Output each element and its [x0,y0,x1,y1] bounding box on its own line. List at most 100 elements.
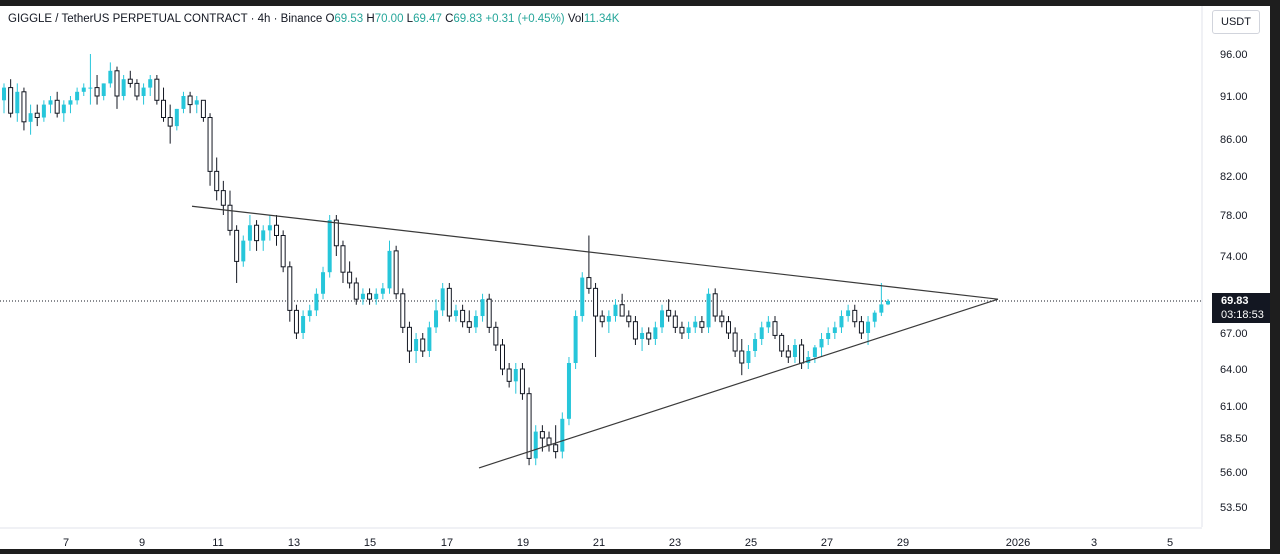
candle [672,310,678,333]
time-tick-label: 2026 [1006,537,1030,549]
candle-body [706,293,711,328]
candle-body [327,220,332,273]
candle-body [858,321,864,334]
candle [307,304,312,322]
time-axis[interactable]: 7 9 11 13 15 17 19 21 23 25 27 29 2026 3 5 [63,537,1173,549]
candle-body [499,344,505,370]
candle-body [460,309,466,323]
candle [826,327,831,345]
candle [28,104,33,135]
current-price-tag: 69.83 03:18:53 [1212,293,1270,323]
candle-body [347,271,353,284]
candle [858,316,864,339]
candle [134,79,140,101]
candle [613,299,618,322]
candle [367,288,373,305]
candle [660,304,665,333]
candle-body [161,99,167,119]
time-tick-label: 23 [669,537,681,549]
candle [812,345,817,363]
candle [387,240,392,294]
candle-body [519,368,525,395]
time-tick-label: 17 [441,537,453,549]
candle-body [101,83,106,96]
candle-body [293,309,299,334]
candle-body [872,312,877,322]
candle-body [301,316,306,333]
candle-body [34,112,40,118]
candle-body [546,437,552,446]
candle [666,299,672,322]
candle [114,66,120,109]
price-tick-label: 53.50 [1220,502,1248,514]
candle-body [660,310,665,328]
candle-body [866,321,871,333]
price-axis[interactable]: 96.00 91.00 86.00 82.00 78.00 74.00 67.00 64.00… [1220,49,1248,514]
currency-selector[interactable]: USDT [1212,10,1260,34]
high-value: 70.00 [374,13,404,25]
candle-body [606,316,611,322]
candle [94,75,100,105]
time-tick-label: 21 [593,537,605,549]
time-tick-label: 15 [364,537,376,549]
trendlines[interactable] [191,205,999,469]
candle-body [154,78,160,101]
candle-body [68,100,73,105]
candle [380,282,385,300]
candle-body [779,334,785,352]
candle [68,96,73,114]
candle-body [453,310,458,317]
candle [852,304,858,328]
candle-body [28,113,33,122]
volume-label: Vol [567,13,584,25]
candle [513,363,518,394]
candle [779,333,785,357]
candle-body [446,287,452,317]
candle-body [613,304,618,317]
candle [340,240,346,283]
candle-body [54,99,60,114]
time-tick-label: 11 [212,537,223,549]
candle-body [879,304,884,313]
candle-body [307,310,312,317]
time-tick-label: 19 [517,537,529,549]
candle [466,310,472,333]
candle-body [61,104,66,114]
price-tick-label: 64.00 [1220,364,1248,376]
price-tick-label: 74.00 [1220,251,1248,263]
candle [61,100,66,122]
candle-body [746,351,751,363]
candle-body [393,250,399,295]
candle [141,83,146,105]
candle-body [241,240,246,262]
candle-body [141,87,146,96]
candle [886,299,890,306]
candle [679,321,685,339]
candle [148,75,153,96]
candle-body [134,82,140,97]
candle [161,87,167,122]
candle-body [560,418,565,452]
candle-body [88,87,93,89]
candle-body [599,315,605,323]
candle [214,157,220,201]
candle [420,333,426,357]
candle-body [333,219,339,247]
symbol-info: GIGGLE / TetherUS PERPETUAL CONTRACT · 4… [8,13,323,25]
candle [446,282,452,322]
candle-body [533,431,538,459]
candle [21,87,27,131]
candle [8,79,14,118]
candle [267,215,272,241]
candle [101,83,106,101]
candle [167,104,173,144]
time-tick-label: 5 [1167,537,1173,549]
candle [400,288,406,333]
candle-body [699,321,705,328]
candle [766,316,771,333]
candle [785,345,791,363]
candle [127,70,133,88]
price-tick-label: 78.00 [1220,210,1248,222]
price-tick-label: 86.00 [1220,134,1248,146]
